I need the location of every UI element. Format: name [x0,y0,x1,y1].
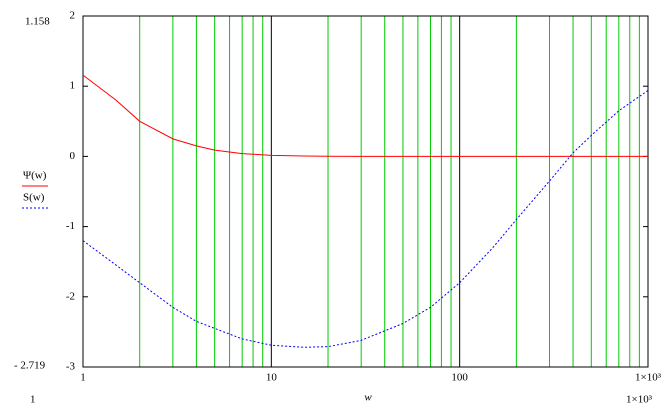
y-marker-label: - 2.719 [14,360,46,372]
legend-label: S(w) [23,192,45,204]
x-limit-label: 1 [30,394,36,406]
x-axis-label: w [364,392,372,404]
y-tick-label: 0 [70,150,76,162]
x-tick-label: 10 [266,372,278,384]
y-tick-label: 1 [70,80,76,92]
y-tick-label: 2 [70,10,76,22]
y-marker-label: 1.158 [25,16,50,28]
legend-label: Ψ(w) [23,170,47,182]
series-line [82,90,649,348]
x-tick-label: 1×10³ [635,372,662,384]
x-limit-label: 1×10³ [626,394,653,406]
y-tick-label: -1 [66,220,75,232]
plot-frame [82,15,649,368]
series-line [82,74,648,157]
y-tick-label: -2 [66,290,75,302]
x-tick-label: 1 [80,372,86,384]
y-tick-label: -3 [66,361,76,373]
x-tick-label: 100 [451,372,468,384]
